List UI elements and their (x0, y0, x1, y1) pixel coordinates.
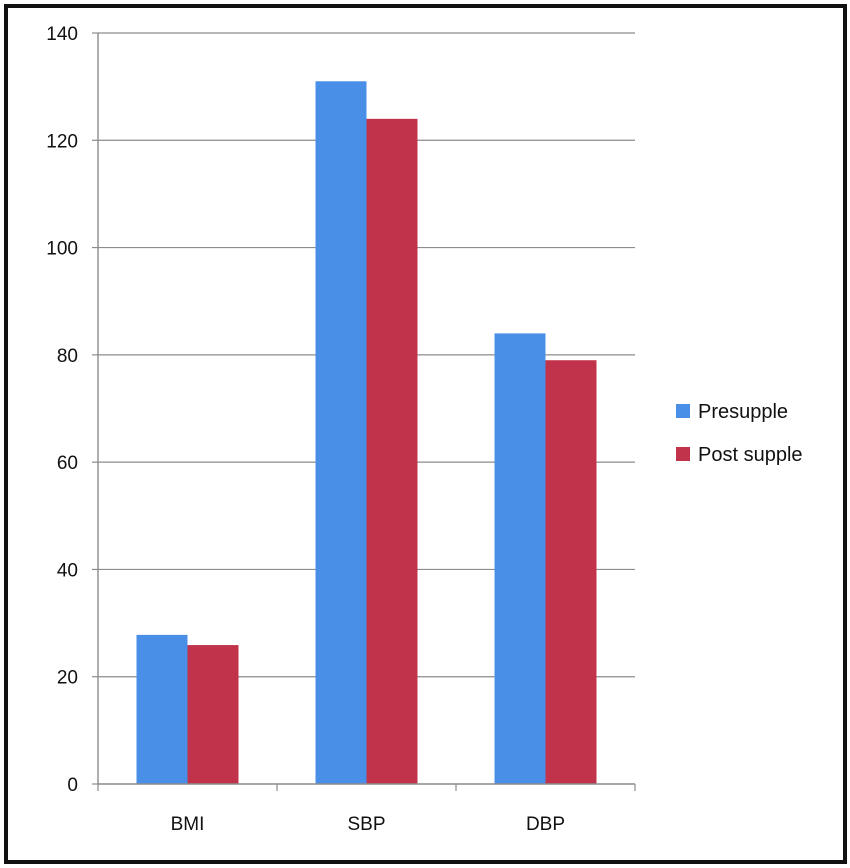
y-tick-label: 80 (57, 346, 78, 367)
bar-bmi-post-supple (187, 645, 239, 784)
x-tick-label: BMI (171, 814, 205, 835)
bar-dbp-presupple (494, 333, 546, 784)
bar-sbp-post-supple (366, 118, 418, 785)
x-tick-labels: BMI SBP DBP (171, 814, 565, 835)
y-tick-label: 60 (57, 453, 78, 474)
y-tick-label: 140 (46, 24, 78, 45)
legend: Presupple Post supple (676, 401, 803, 466)
y-tick-labels: 0 20 40 60 80 100 120 140 (46, 24, 78, 796)
y-tick-label: 40 (57, 560, 78, 581)
y-tick-label: 20 (57, 668, 78, 689)
legend-swatch (676, 447, 690, 461)
bars (136, 81, 597, 785)
x-tick-label: SBP (347, 814, 385, 835)
y-tick-label: 100 (46, 239, 78, 260)
x-tick-label: DBP (526, 814, 565, 835)
axes (92, 32, 636, 791)
bar-bmi-presupple (136, 634, 188, 784)
legend-swatch (676, 404, 690, 418)
y-tick-label: 0 (67, 775, 78, 796)
bar-dbp-post-supple (545, 360, 597, 784)
bar-sbp-presupple (315, 81, 367, 785)
legend-label: Presupple (698, 401, 788, 423)
y-tick-label: 120 (46, 131, 78, 152)
legend-label: Post supple (698, 444, 803, 466)
